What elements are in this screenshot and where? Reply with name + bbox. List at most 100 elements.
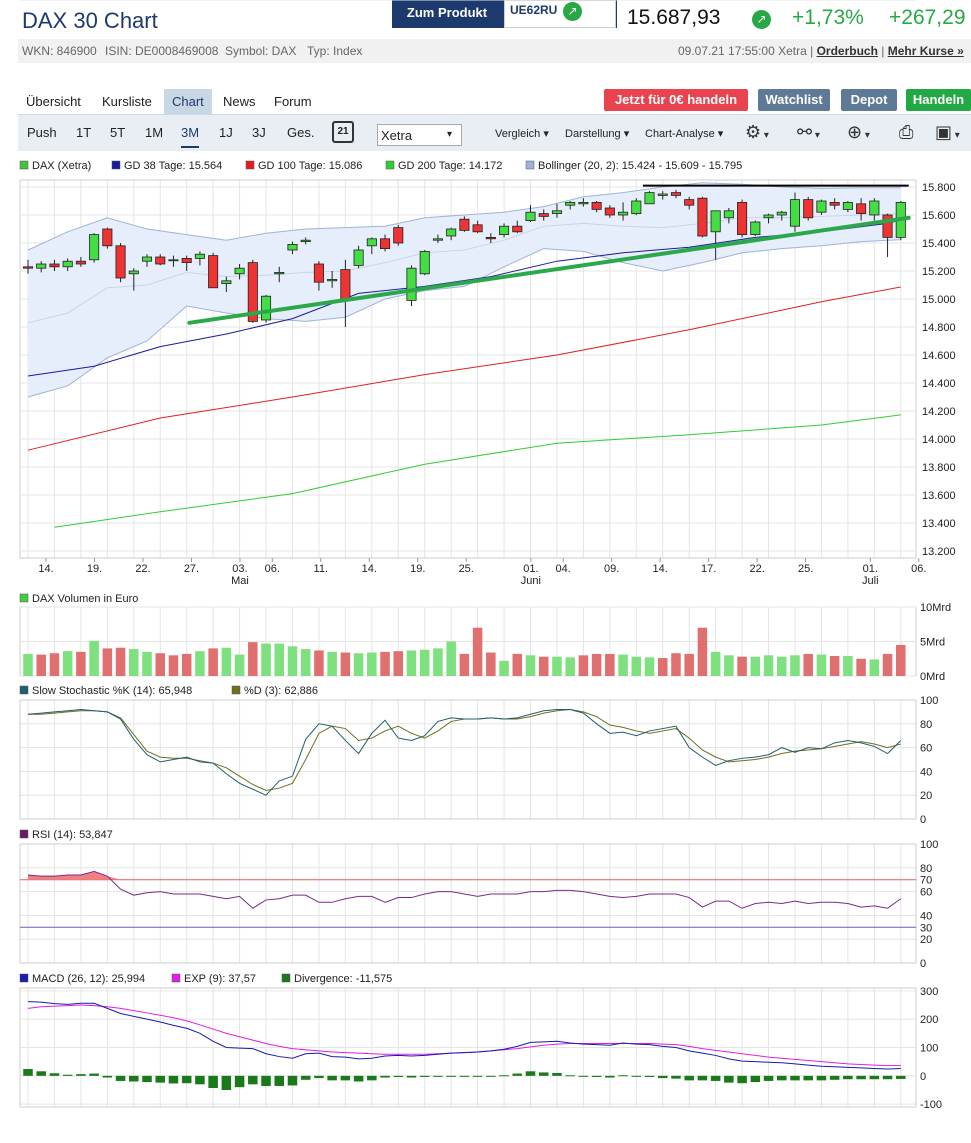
- tab-news[interactable]: News: [223, 94, 256, 109]
- volume-bar: [353, 653, 364, 676]
- orderbook-link[interactable]: Orderbuch: [816, 44, 878, 58]
- candle: [723, 210, 734, 219]
- volume-bar: [367, 652, 377, 676]
- volume-bar: [49, 653, 60, 676]
- volume-bar: [433, 648, 443, 676]
- y-tick-label: 15.400: [922, 238, 956, 250]
- macd-line: [27, 1001, 901, 1070]
- divergence-bar: [36, 1071, 46, 1076]
- y-tick-label: 60: [920, 887, 932, 899]
- month-label: Juni: [521, 575, 541, 587]
- tab-uebersicht[interactable]: Übersicht: [26, 94, 81, 109]
- candle: [776, 211, 787, 216]
- candle: [565, 201, 576, 206]
- y-tick-label: 0Mrd: [920, 671, 945, 683]
- y-tick-label: 0: [920, 958, 926, 970]
- trade-free-button[interactable]: Jetzt für 0€ handeln: [604, 89, 748, 111]
- legend-swatch: [385, 160, 395, 170]
- divergence-bar: [750, 1075, 761, 1083]
- chevron-down-icon[interactable]: ▾: [447, 129, 453, 140]
- menu-vergleich[interactable]: Vergleich ▾: [495, 128, 549, 140]
- candle: [75, 260, 86, 265]
- volume-bar: [618, 654, 628, 676]
- isin: ISIN: DE0008469008: [105, 44, 219, 58]
- period-ges[interactable]: Ges.: [287, 125, 315, 140]
- x-tick-label: 22.: [750, 563, 765, 575]
- divergence-bar: [697, 1075, 708, 1081]
- period-3m[interactable]: 3M: [181, 125, 200, 140]
- menu-chart-analyse-label[interactable]: Chart-Analyse: [645, 128, 715, 140]
- handeln-button[interactable]: Handeln: [906, 89, 971, 111]
- candle: [432, 238, 443, 241]
- print-icon[interactable]: ⎙: [899, 122, 914, 142]
- divergence-bar: [869, 1075, 880, 1080]
- candle: [327, 278, 338, 282]
- menu-vergleich-label[interactable]: Vergleich: [495, 128, 541, 140]
- candle: [856, 203, 867, 215]
- divergence-bar: [49, 1073, 60, 1076]
- period-1t[interactable]: 1T: [76, 125, 92, 140]
- exchange-select[interactable]: Xetra: [377, 124, 462, 146]
- x-tick-label: 03.: [232, 563, 247, 575]
- divergence-bar: [472, 1075, 483, 1077]
- volume-bar: [499, 660, 509, 676]
- divergence-bar: [155, 1075, 165, 1083]
- menu-darstellung-label[interactable]: Darstellung: [565, 128, 621, 140]
- divergence-bar: [882, 1075, 893, 1080]
- arrow-up-right-icon[interactable]: ↗: [563, 2, 582, 21]
- divergence-bar: [380, 1075, 390, 1078]
- legend-swatch: [19, 829, 29, 839]
- legend-entry: %D (3): 62,886: [244, 685, 318, 697]
- tab-chart[interactable]: Chart: [164, 89, 212, 115]
- divergence-bar: [168, 1075, 179, 1084]
- y-tick-label: 14.800: [922, 322, 956, 334]
- tab-kursliste[interactable]: Kursliste: [102, 94, 152, 109]
- volume-bar: [657, 658, 668, 676]
- menu-darstellung[interactable]: Darstellung ▾: [565, 128, 630, 140]
- candle: [512, 225, 523, 233]
- volume-bar: [882, 653, 893, 676]
- panel-border: [19, 843, 917, 964]
- period-1j[interactable]: 1J: [219, 125, 233, 140]
- divergence-bar: [287, 1075, 298, 1086]
- candle: [472, 224, 483, 233]
- volume-bar: [102, 648, 113, 676]
- volume-bar: [287, 646, 298, 676]
- candle: [168, 259, 179, 262]
- depot-button[interactable]: Depot: [841, 89, 897, 111]
- divergence-bar: [631, 1075, 642, 1077]
- divergence-bar: [142, 1075, 152, 1083]
- period-push[interactable]: Push: [27, 125, 57, 140]
- grid: [20, 699, 916, 820]
- period-5t[interactable]: 5T: [110, 125, 126, 140]
- calendar-icon[interactable]: 21: [332, 121, 354, 143]
- product-button[interactable]: Zum Produkt: [403, 3, 491, 23]
- y-tick-label: 80: [920, 719, 932, 731]
- meta-right: 09.07.21 17:55:00 Xetra | Orderbuch | Me…: [678, 44, 964, 58]
- volume-bar: [300, 649, 311, 676]
- zoom-icon[interactable]: ⊕ ▾: [847, 122, 870, 142]
- divergence-bar: [790, 1075, 800, 1081]
- symbol: Symbol: DAX: [225, 44, 297, 58]
- y-tick-label: 0: [920, 814, 926, 826]
- legend-entry: MACD (26, 12): 25,994: [32, 973, 145, 985]
- y-tick-label: 15.200: [922, 266, 956, 278]
- y-tick-label: 100: [920, 1043, 938, 1055]
- save-icon[interactable]: ▣ ▾: [935, 122, 960, 142]
- candle: [499, 225, 510, 235]
- meta-row: [18, 39, 971, 63]
- volume-bar: [89, 640, 99, 676]
- watchlist-button[interactable]: Watchlist: [758, 89, 830, 111]
- candle: [155, 256, 166, 265]
- gear-icon[interactable]: ⚙ ▾: [745, 122, 769, 142]
- tab-forum[interactable]: Forum: [274, 94, 312, 109]
- network-icon[interactable]: ⚯ ▾: [797, 122, 820, 142]
- legend-swatch: [171, 973, 181, 983]
- period-3j[interactable]: 3J: [252, 125, 266, 140]
- product-code[interactable]: UE62RU: [510, 3, 558, 17]
- period-1m[interactable]: 1M: [145, 125, 164, 140]
- volume-bar: [856, 658, 866, 676]
- menu-chart-analyse[interactable]: Chart-Analyse ▾: [645, 128, 724, 140]
- more-prices-link[interactable]: Mehr Kurse »: [887, 44, 964, 58]
